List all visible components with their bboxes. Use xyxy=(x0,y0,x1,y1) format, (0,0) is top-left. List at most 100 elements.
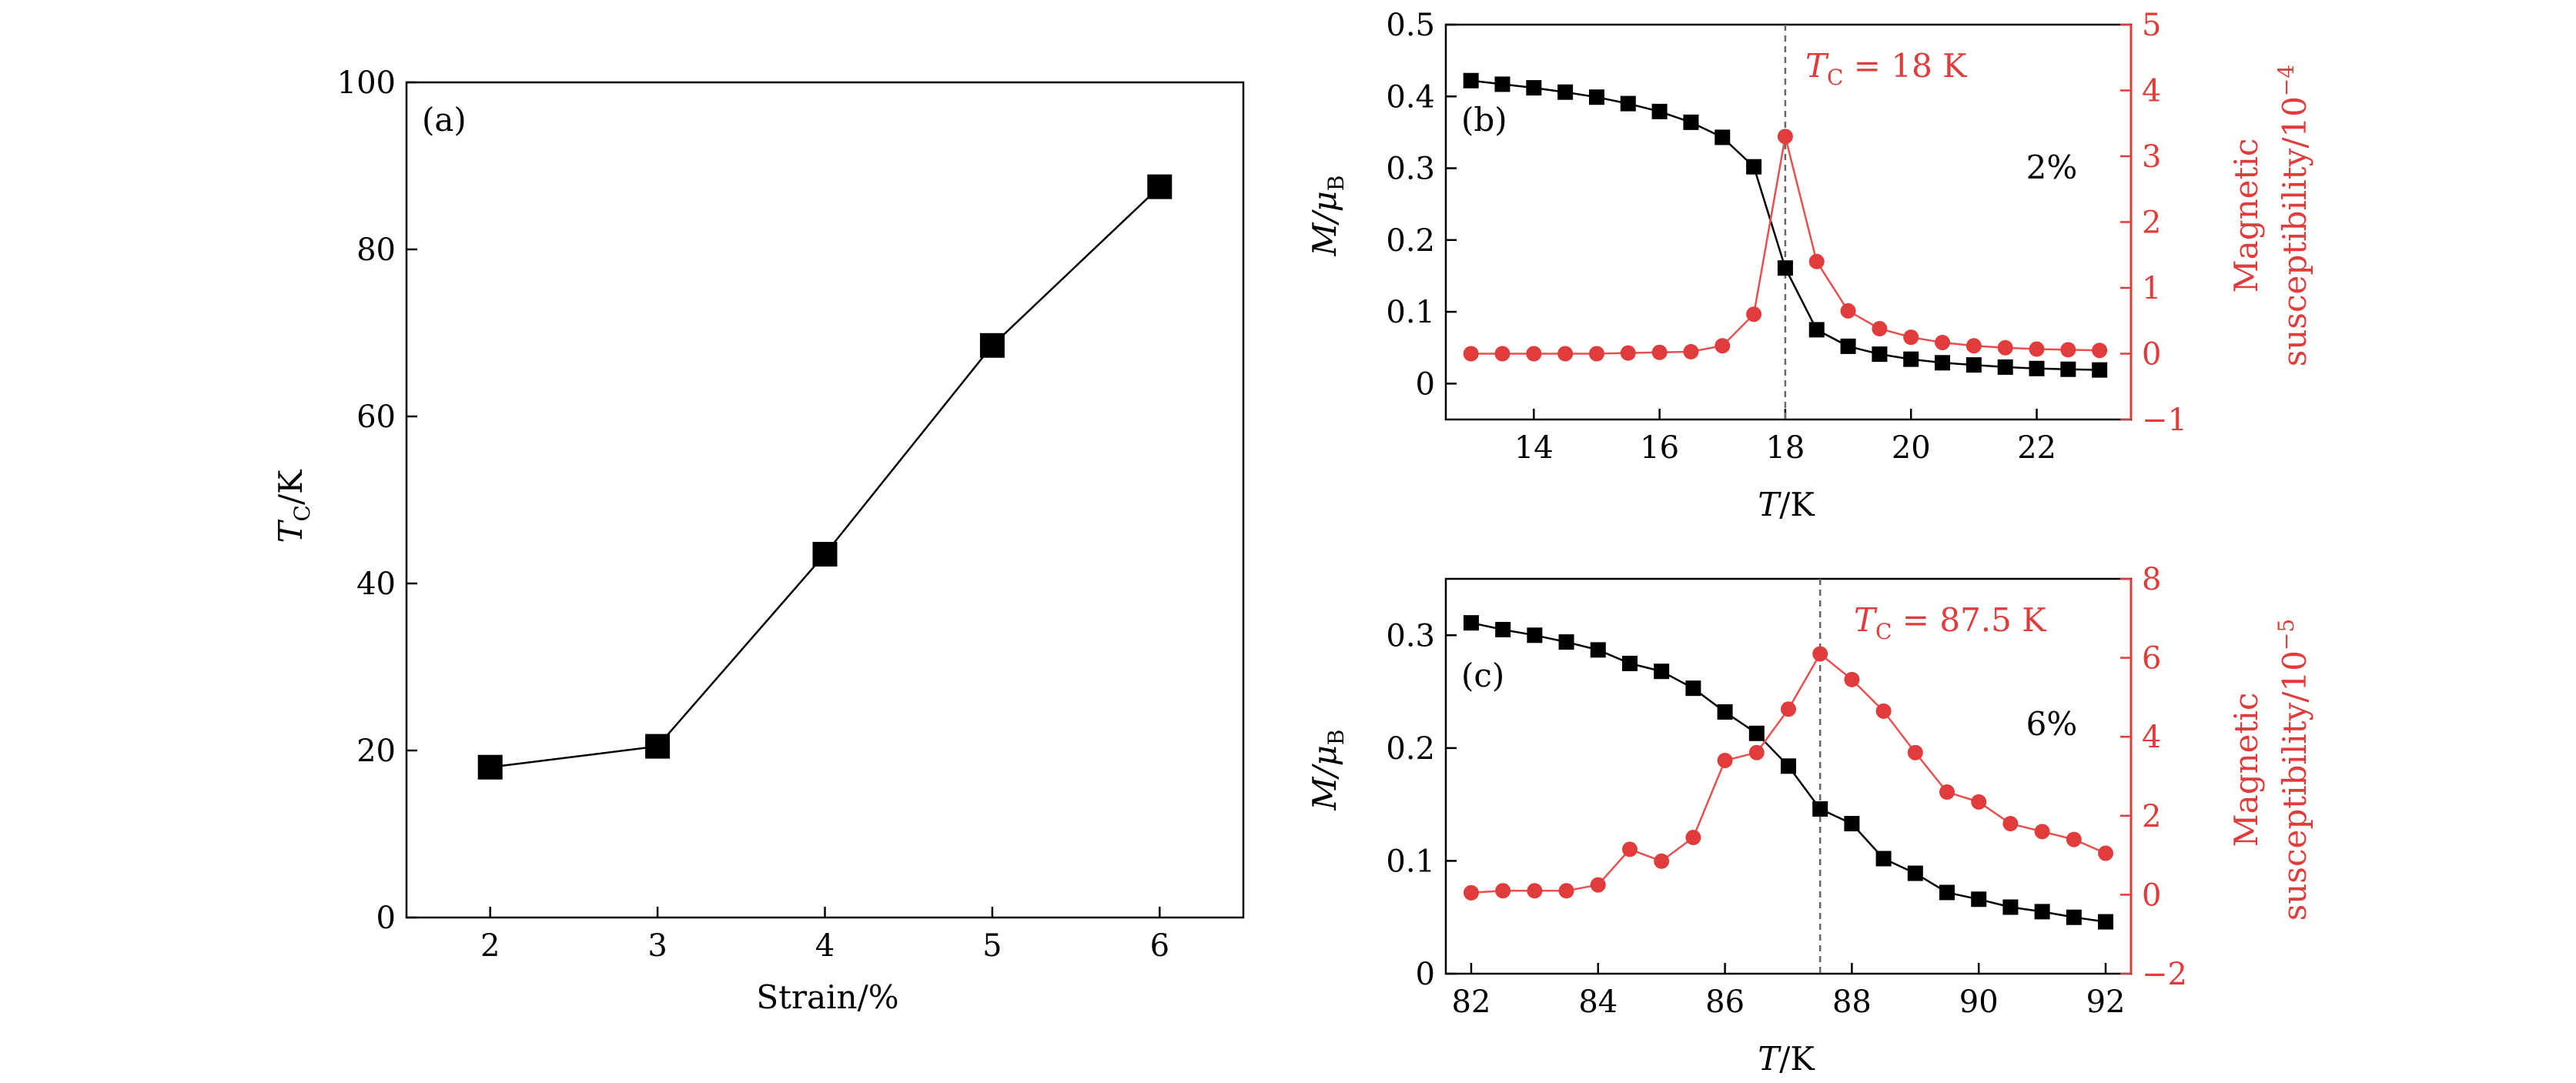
panel-c-series-1-point xyxy=(1463,884,1479,901)
panel-c-series-1-point xyxy=(1939,784,1955,801)
panel-b-y-axis-label-main: M/μ xyxy=(1306,191,1343,256)
panel-b-series-0-point xyxy=(1526,80,1542,96)
panel-c-x-tick-label: 84 xyxy=(1578,984,1618,1020)
panel-a-y-axis-label-main: T xyxy=(272,519,309,543)
panel-c-series-0-point xyxy=(1685,680,1701,697)
panel-b-y2-tick-label: 0 xyxy=(2142,337,2161,373)
panel-a-series-0-point xyxy=(979,333,1005,358)
panel-b-y2-tick-label: 4 xyxy=(2142,74,2161,109)
panel-b-series-0-point xyxy=(1463,72,1479,89)
panel-a-series-0-point xyxy=(645,734,671,759)
panel-a-series-0-point xyxy=(812,542,838,567)
panel-c-series-1-point xyxy=(2098,845,2114,861)
panel-b-x-tick-label: 20 xyxy=(1892,430,1931,466)
panel-a-y-axis-label-sub: C xyxy=(289,505,315,521)
panel-c-series-0-point xyxy=(1812,801,1828,817)
panel-c-x-tick-label: 82 xyxy=(1452,984,1491,1020)
panel-c-series-1-point xyxy=(1685,830,1701,846)
panel-c-series-0-point xyxy=(1654,664,1670,680)
panel-c-y-axis-label-main: M/μ xyxy=(1306,745,1343,811)
panel-a-y-tick-label: 100 xyxy=(337,65,396,101)
panel-b-y-tick-label: 0 xyxy=(1416,366,1435,402)
panel-b-strain-label: 2% xyxy=(2026,149,2078,186)
panel-b-y-tick-label: 0.3 xyxy=(1386,152,1435,187)
panel-b-y2-tick-label: 5 xyxy=(2142,8,2161,43)
panel-c-tc-label-sub: C xyxy=(1875,619,1892,644)
panel-b-y2-axis-label-line2: susceptibility/10−4 xyxy=(2273,65,2313,366)
panel-c-series-0-point xyxy=(2002,899,2019,915)
panel-b-y-tick-label: 0.4 xyxy=(1386,79,1435,115)
panel-b-series-1-point xyxy=(1715,338,1731,354)
panel-c-series-0-point xyxy=(1621,655,1638,671)
panel-c-series-0-point xyxy=(1781,758,1796,774)
panel-c-y2-axis-label-line2: susceptibility/10−5 xyxy=(2273,619,2313,921)
panel-b-series-1-point xyxy=(1808,253,1825,269)
panel-c-x-axis-label-main: T xyxy=(1758,1040,1781,1078)
panel-b-series-0-point xyxy=(1840,338,1856,354)
panel-a-x-tick-label: 6 xyxy=(1150,928,1169,964)
panel-b-y-axis-label-sub: B xyxy=(1323,175,1349,191)
panel-b-y2-tick-label: 1 xyxy=(2142,271,2161,306)
panel-b-x-tick-label: 22 xyxy=(2017,430,2056,466)
panel-c-series-0-point xyxy=(1495,621,1511,637)
panel-c-tc-label-value: = 87.5 K xyxy=(1892,601,2047,639)
panel-c-y2-tick-label: 0 xyxy=(2142,877,2161,913)
panel-c-series-0-point xyxy=(1590,642,1606,658)
panel-c-y-tick-label: 0.2 xyxy=(1386,731,1435,767)
panel-b-y-axis-label: M/μB xyxy=(1306,175,1349,256)
panel-b-series-1-point xyxy=(1494,346,1510,362)
panel-b-series-1-point xyxy=(1526,346,1542,362)
panel-b-series-0-point xyxy=(1872,346,1888,363)
panel-c-series-1-point xyxy=(2034,824,2050,840)
panel-b-x-axis-label: T/K xyxy=(1758,486,1815,523)
panel-b-series-0-point xyxy=(1620,95,1636,112)
panel-b-series-1-point xyxy=(2092,343,2108,359)
panel-b-series-1-point xyxy=(1903,329,1919,346)
panel-b-plot-frame xyxy=(1444,23,2133,421)
panel-b-y2-axis-label-exp: −4 xyxy=(2273,65,2299,96)
panel-b-y-tick-label: 0.1 xyxy=(1386,295,1435,330)
panel-b-series-0-point xyxy=(2060,361,2076,377)
panel-b-series-1-point xyxy=(2029,341,2045,357)
panel-b-series-0-point xyxy=(1494,76,1510,92)
panel-c-series-0-point xyxy=(1527,627,1543,643)
panel-b-x-tick-label: 16 xyxy=(1640,430,1679,466)
panel-b-series-1-point xyxy=(1997,339,2013,356)
panel-c-series-1-point xyxy=(1971,794,1987,810)
panel-b-series-0-point xyxy=(1557,84,1574,100)
panel-b-series-1-point xyxy=(1557,346,1574,362)
panel-a-label: (a) xyxy=(422,101,467,139)
panel-b-y2-tick-label: 3 xyxy=(2142,139,2161,175)
panel-c-y-tick-label: 0.3 xyxy=(1386,618,1435,653)
panel-c-series-1-point xyxy=(1527,883,1543,899)
panel-b-x-tick-label: 14 xyxy=(1514,430,1554,466)
panel-c-x-tick-label: 90 xyxy=(1959,984,1999,1020)
panel-b-series-1-point xyxy=(1651,344,1668,360)
panel-b-y2-axis-label-line1: Magnetic xyxy=(2227,139,2265,293)
panel-a-y-tick-label: 80 xyxy=(356,232,396,268)
panel-c-series-1-point xyxy=(1590,877,1606,893)
panel-a-y-tick-label: 0 xyxy=(376,901,396,936)
panel-c-series-0-point xyxy=(2066,909,2082,925)
panel-b-series-0-point xyxy=(1683,114,1699,130)
panel-a-plot-frame xyxy=(405,81,1245,919)
panel-c-series-1-point xyxy=(1907,744,1923,760)
panel-b-series-0-point xyxy=(1997,359,2013,375)
panel-b-x-axis-label-unit: /K xyxy=(1779,486,1815,523)
panel-a-x-tick-label: 5 xyxy=(982,928,1002,964)
panel-c-series-0-point xyxy=(2098,914,2114,930)
panel-c-series-0-point xyxy=(1844,816,1860,832)
panel-c-series-1-point xyxy=(1621,841,1638,857)
panel-b-series-1-point xyxy=(1746,306,1762,323)
panel-b-series-0-point xyxy=(1903,351,1919,367)
panel-c-series-1-point xyxy=(1717,752,1733,768)
panel-b-x-axis-label-main: T xyxy=(1758,486,1781,523)
panel-b-y2-tick-label: −1 xyxy=(2142,403,2187,438)
panel-a-y-axis-label-unit: /K xyxy=(272,469,309,505)
panel-b-tc-label-sub: C xyxy=(1827,65,1843,90)
panel-b-series-0-point xyxy=(1935,355,1951,371)
panel-c-label: (c) xyxy=(1461,657,1504,694)
panel-b-series-1-point xyxy=(1935,334,1951,350)
panel-c-series-0-point xyxy=(1971,891,1987,908)
panel-b-series-0-point xyxy=(1746,159,1762,175)
